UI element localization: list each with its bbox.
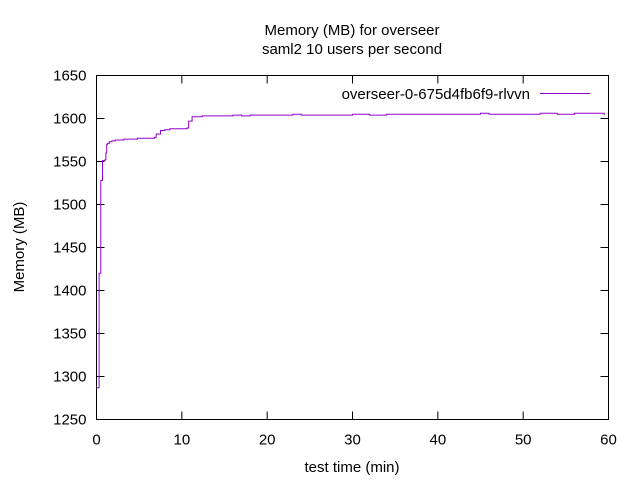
x-tick-label: 60 — [600, 432, 617, 449]
y-axis-ticks: 1250 1300 1350 1400 1450 1500 1550 1600 1650 — [53, 68, 609, 429]
x-axis-label: test time (min) — [304, 459, 399, 476]
x-axis-ticks: 0 10 20 30 40 50 60 — [92, 75, 617, 449]
y-tick-label: 1350 — [53, 326, 86, 343]
x-tick-label: 0 — [92, 432, 100, 449]
chart-subtitle: saml2 10 users per second — [262, 41, 442, 58]
y-tick-label: 1600 — [53, 111, 86, 128]
series-line — [96, 112, 605, 389]
y-axis-label: Memory (MB) — [11, 202, 28, 293]
plot-area-frame — [96, 75, 609, 420]
y-tick-label: 1450 — [53, 240, 86, 257]
y-tick-label: 1400 — [53, 283, 86, 300]
y-tick-label: 1500 — [53, 197, 86, 214]
chart-title: Memory (MB) for overseer — [264, 22, 439, 39]
x-tick-label: 30 — [344, 432, 361, 449]
x-tick-label: 50 — [515, 432, 532, 449]
y-tick-label: 1550 — [53, 154, 86, 171]
y-tick-label: 1650 — [53, 68, 86, 85]
legend: overseer-0-675d4fb6f9-rlvvn — [342, 86, 590, 103]
x-tick-label: 40 — [429, 432, 446, 449]
y-tick-label: 1250 — [53, 412, 86, 429]
x-tick-label: 20 — [259, 432, 276, 449]
legend-label: overseer-0-675d4fb6f9-rlvvn — [342, 86, 530, 103]
x-tick-label: 10 — [173, 432, 190, 449]
y-tick-label: 1300 — [53, 369, 86, 386]
